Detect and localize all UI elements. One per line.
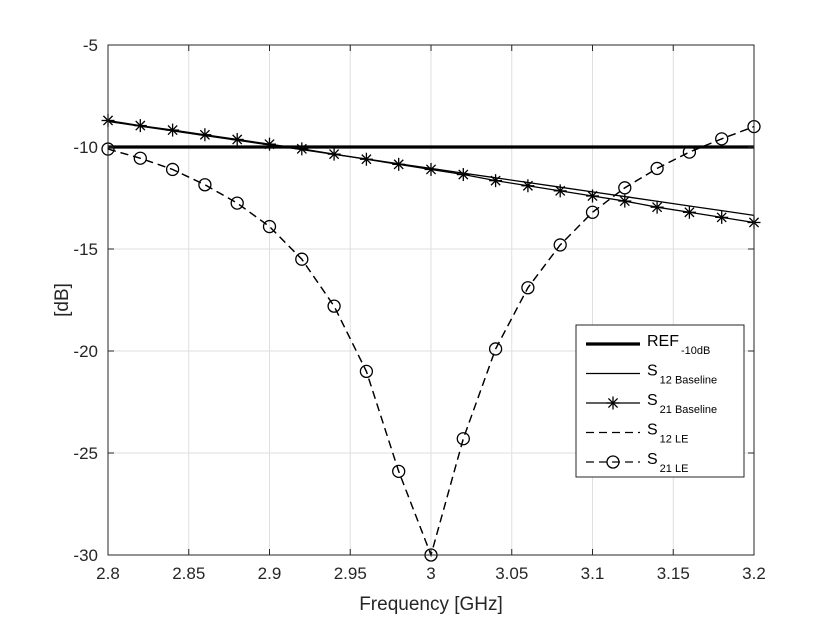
x-tick-label: 3.05	[495, 564, 528, 583]
data-point	[489, 174, 503, 188]
data-point	[262, 219, 277, 234]
data-point	[488, 342, 503, 356]
data-point	[165, 162, 180, 177]
asterisk-stroke	[135, 120, 146, 131]
data-point	[682, 145, 697, 159]
data-point	[553, 238, 567, 252]
data-point	[359, 152, 373, 166]
data-point	[682, 205, 696, 219]
asterisk-stroke	[684, 207, 695, 218]
data-point	[230, 132, 244, 146]
x-tick-label: 3	[426, 564, 435, 583]
legend-entry-1: S12 Baseline	[647, 363, 717, 387]
legend-marker	[606, 396, 620, 410]
data-point	[618, 181, 632, 195]
x-tick-label: 2.85	[172, 564, 205, 583]
data-point	[586, 189, 599, 203]
asterisk-stroke	[716, 212, 727, 223]
data-point	[133, 151, 147, 165]
legend-box	[575, 324, 745, 478]
data-point	[521, 281, 535, 295]
x-axis-label: Frequency [GHz]	[359, 594, 503, 615]
legend-entry-4: S21 LE	[647, 451, 688, 475]
data-point	[456, 168, 470, 182]
data-point	[263, 137, 276, 151]
asterisk-stroke	[652, 202, 663, 213]
asterisk-stroke	[329, 149, 340, 160]
data-point	[359, 364, 374, 379]
y-tick-label: -5	[83, 36, 98, 55]
asterisk-stroke	[361, 154, 372, 165]
data-point	[198, 178, 212, 192]
y-tick-label: -15	[73, 240, 98, 259]
asterisk-stroke	[587, 190, 598, 202]
data-point	[133, 119, 147, 133]
data-point	[585, 205, 600, 219]
data-point	[295, 142, 309, 156]
x-tick-label: 2.9	[258, 564, 282, 583]
legend: REF-10dB S12 Baseline S21 Baseline S12 LE S2…	[575, 324, 745, 478]
data-point	[392, 157, 406, 171]
legend-entry-3: S12 LE	[647, 422, 688, 446]
asterisk-stroke	[458, 169, 469, 180]
y-tick-label: -25	[73, 444, 98, 463]
asterisk-stroke	[393, 159, 404, 170]
y-tick-label: -30	[73, 546, 98, 565]
y-tick-label: -20	[73, 342, 98, 361]
x-tick-label: 3.1	[581, 564, 605, 583]
data-point	[392, 464, 406, 479]
data-point	[715, 210, 729, 224]
x-tick-label: 2.95	[334, 564, 367, 583]
data-point	[521, 179, 535, 193]
data-point	[198, 128, 212, 142]
data-point	[424, 162, 438, 176]
asterisk-stroke	[232, 134, 243, 145]
x-tick-label: 3.15	[657, 564, 690, 583]
data-point	[230, 196, 244, 210]
data-point	[650, 200, 664, 214]
legend-entry-2: S21 Baseline	[647, 392, 717, 416]
asterisk-stroke	[425, 164, 437, 175]
legend-entry-0: REF-10dB	[647, 333, 710, 357]
data-point	[553, 184, 567, 198]
y-tick-label: -10	[73, 138, 98, 157]
axes: 2.8 2.85 2.9 2.95 3 3.05 3.1 3.15 3.2 -30 -25 -20 -1…	[52, 36, 766, 615]
asterisk-stroke	[607, 397, 619, 409]
data-point	[327, 299, 341, 313]
asterisk-stroke	[199, 129, 210, 140]
x-tick-label: 2.8	[96, 564, 120, 583]
y-axis-label: [dB]	[52, 283, 73, 317]
data-point	[650, 161, 664, 176]
asterisk-stroke	[296, 143, 307, 154]
data-point	[618, 194, 632, 208]
data-point	[715, 132, 729, 146]
data-point	[327, 147, 341, 161]
x-tick-label: 3.2	[742, 564, 766, 583]
asterisk-stroke	[522, 180, 533, 191]
asterisk-stroke	[619, 196, 630, 207]
asterisk-stroke	[490, 175, 501, 186]
asterisk-stroke	[555, 185, 566, 196]
data-point	[166, 123, 180, 137]
asterisk-stroke	[264, 139, 275, 150]
data-point	[456, 432, 470, 446]
legend-marker	[606, 455, 620, 469]
data-point	[295, 252, 309, 266]
asterisk-stroke	[167, 125, 178, 136]
